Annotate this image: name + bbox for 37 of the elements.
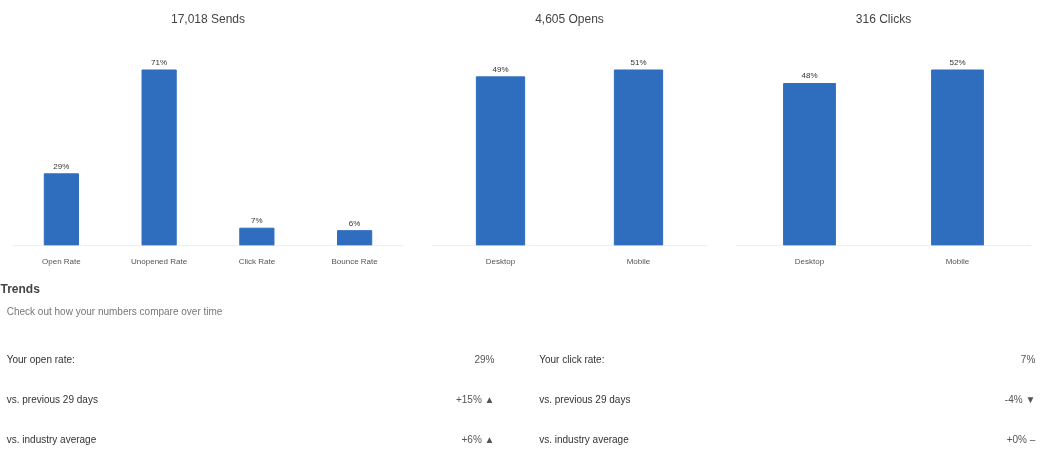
data-label: 7% <box>251 216 263 226</box>
x-tick-label: Mobile <box>945 256 970 266</box>
x-tick-label: Open Rate <box>42 256 82 266</box>
x-tick-label: Mobile <box>626 256 651 266</box>
data-label: 71% <box>151 57 168 67</box>
x-tick-label: Bounce Rate <box>331 256 379 266</box>
data-label: 52% <box>949 57 966 67</box>
text: vs. previous 29 days <box>539 393 631 405</box>
bar <box>239 227 275 246</box>
text: +15% ▲ <box>455 393 495 405</box>
text: Your click rate: <box>539 353 605 365</box>
text: +6% ▲ <box>461 433 495 445</box>
bar <box>141 69 177 246</box>
text: +0% – <box>1006 433 1036 445</box>
bar <box>337 230 373 246</box>
chart-title: 4,605 Opens <box>535 11 604 26</box>
text: vs. industry average <box>6 433 97 445</box>
chart-title: 316 Clicks <box>855 11 912 26</box>
text: 29% <box>474 353 495 365</box>
text: vs. previous 29 days <box>6 393 98 405</box>
text: vs. industry average <box>539 433 630 445</box>
text: Your open rate: <box>6 353 75 365</box>
data-label: 48% <box>801 71 818 81</box>
chart-title: 17,018 Sends <box>170 11 246 26</box>
x-tick-label: Desktop <box>794 256 825 266</box>
bar <box>43 173 79 246</box>
text: Trends <box>0 281 41 296</box>
x-tick-label: Unopened Rate <box>131 256 188 266</box>
x-tick-label: Click Rate <box>238 256 276 266</box>
data-label: 29% <box>53 161 70 171</box>
data-label: 49% <box>492 64 509 74</box>
text: 7% <box>1020 353 1036 365</box>
text: Check out how your numbers compare over time <box>6 305 223 317</box>
x-tick-label: Desktop <box>485 256 516 266</box>
text: -4% ▼ <box>1004 393 1036 405</box>
data-label: 6% <box>348 218 361 228</box>
data-label: 51% <box>630 57 647 67</box>
